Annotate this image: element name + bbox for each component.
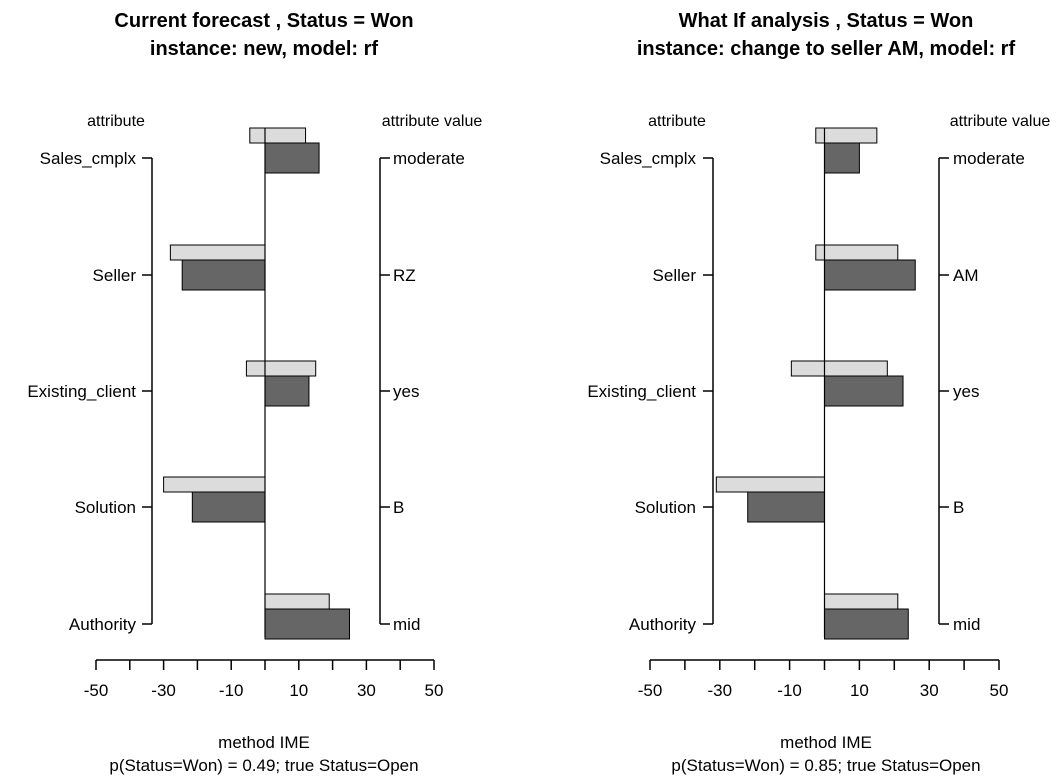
- attribute-label: Authority: [69, 615, 137, 634]
- bar-average-contribution: [715, 476, 825, 493]
- x-tick-label: -50: [84, 681, 109, 700]
- chart-panel-2: What If analysis , Status = Won instance:…: [587, 10, 1050, 775]
- chart-subtitle: instance: new, model: rf: [150, 38, 379, 60]
- attribute-label: Seller: [93, 266, 137, 285]
- left-axis-title: attribute: [648, 113, 706, 130]
- attribute-value-label: yes: [953, 382, 979, 401]
- x-tick-label: 30: [357, 681, 376, 700]
- chart-title: What If analysis , Status = Won: [679, 10, 974, 32]
- attribute-value-label: moderate: [393, 149, 465, 168]
- bar-instance-contribution: [264, 608, 350, 640]
- bar-instance-contribution: [824, 142, 860, 174]
- bar-average-contribution: [169, 244, 266, 261]
- chart-footer: p(Status=Won) = 0.49; true Status=Open: [109, 756, 418, 775]
- attribute-value-label: B: [953, 498, 964, 517]
- chart-subtitle: instance: change to seller AM, model: rf: [637, 38, 1016, 60]
- x-tick-label: 10: [289, 681, 308, 700]
- right-axis-title: attribute value: [950, 113, 1051, 130]
- bar-instance-contribution: [264, 142, 320, 174]
- x-tick-label: 50: [425, 681, 444, 700]
- x-tick-label: 50: [990, 681, 1009, 700]
- x-tick-label: -10: [219, 681, 244, 700]
- attribute-value-label: mid: [393, 615, 420, 634]
- x-tick-label: 10: [850, 681, 869, 700]
- bar-instance-contribution: [824, 259, 916, 291]
- chart-panel-1: Current forecast , Status = Won instance:…: [27, 10, 482, 775]
- attribute-label: Seller: [653, 266, 697, 285]
- attribute-label: Authority: [629, 615, 697, 634]
- bar-instance-contribution: [264, 375, 310, 407]
- attribute-value-label: yes: [393, 382, 419, 401]
- left-axis-title: attribute: [87, 113, 145, 130]
- attribute-value-label: moderate: [953, 149, 1025, 168]
- x-tick-label: -10: [777, 681, 802, 700]
- x-tick-label: -30: [708, 681, 733, 700]
- attribute-label: Existing_client: [27, 382, 136, 401]
- attribute-label: Existing_client: [587, 382, 696, 401]
- bar-average-contribution: [790, 360, 888, 377]
- bar-instance-contribution: [181, 259, 266, 291]
- bar-instance-contribution: [747, 491, 825, 523]
- chart-footer: p(Status=Won) = 0.85; true Status=Open: [671, 756, 980, 775]
- bar-average-contribution: [815, 244, 899, 261]
- attribute-label: Sales_cmplx: [600, 149, 697, 168]
- bar-average-contribution: [824, 593, 899, 610]
- x-axis-label: method IME: [780, 733, 872, 752]
- attribute-label: Solution: [635, 498, 696, 517]
- attribute-value-label: B: [393, 498, 404, 517]
- x-axis-label: method IME: [218, 733, 310, 752]
- bar-instance-contribution: [191, 491, 266, 523]
- bar-average-contribution: [245, 360, 317, 377]
- x-tick-label: -50: [638, 681, 663, 700]
- bar-instance-contribution: [824, 608, 909, 640]
- x-tick-label: 30: [920, 681, 939, 700]
- chart-title: Current forecast , Status = Won: [114, 10, 413, 32]
- x-tick-label: -30: [151, 681, 176, 700]
- bar-average-contribution: [249, 127, 307, 144]
- attribute-label: Solution: [75, 498, 136, 517]
- bar-average-contribution: [163, 476, 266, 493]
- bar-instance-contribution: [824, 375, 904, 407]
- bar-average-contribution: [264, 593, 330, 610]
- attribute-value-label: mid: [953, 615, 980, 634]
- right-axis-title: attribute value: [382, 113, 483, 130]
- attribute-value-label: RZ: [393, 266, 416, 285]
- attribute-value-label: AM: [953, 266, 979, 285]
- attribute-label: Sales_cmplx: [40, 149, 137, 168]
